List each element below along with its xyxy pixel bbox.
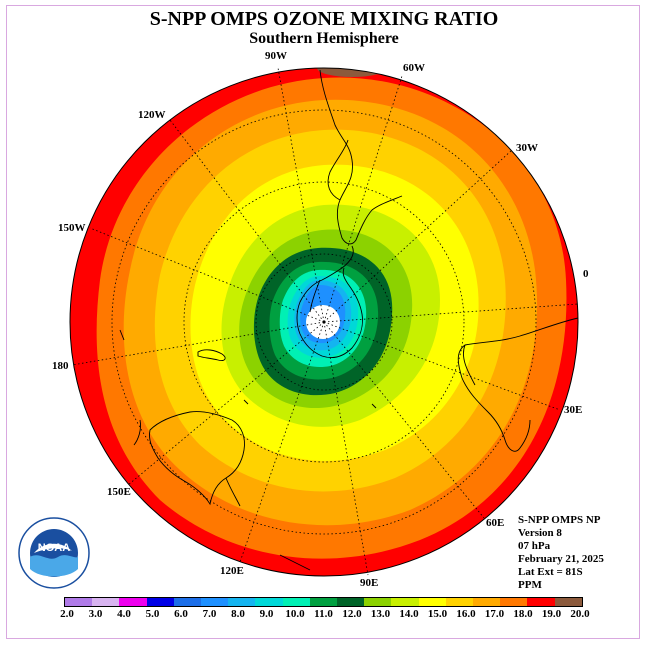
info-lat-ext: Lat Ext = 81S: [518, 566, 583, 578]
lon-label-180: 180: [52, 360, 69, 372]
info-date: February 21, 2025: [518, 553, 604, 565]
noaa-logo-text: NOAA: [38, 542, 70, 554]
info-product: S-NPP OMPS NP: [518, 514, 601, 526]
south-pole-dot: [322, 320, 326, 324]
info-panel: S-NPP OMPS NP Version 8 07 hPa February …: [518, 514, 604, 592]
colorbar-segment: [92, 598, 120, 606]
colorbar-tick-label: 14.0: [399, 608, 419, 620]
colorbar-tick-label: 18.0: [513, 608, 533, 620]
colorbar-tick-label: 12.0: [342, 608, 362, 620]
lon-label-120w: 120W: [138, 109, 166, 121]
lon-label-0: 0: [583, 268, 589, 280]
colorbar-tick-label: 13.0: [370, 608, 391, 620]
colorbar-tick-label: 9.0: [259, 608, 274, 620]
colorbar-segment: [364, 598, 392, 606]
colorbar-tick-label: 6.0: [174, 608, 188, 620]
colorbar-segment: [146, 598, 174, 606]
lon-label-60w: 60W: [403, 62, 425, 74]
colorbar-tick-label: 19.0: [541, 608, 562, 620]
colorbar-tick-label: 4.0: [117, 608, 131, 620]
colorbar-tick-label: 3.0: [88, 608, 103, 620]
map-boundary: [69, 67, 579, 577]
colorbar-segment: [337, 598, 365, 606]
map-subtitle: Southern Hemisphere: [249, 30, 399, 47]
colorbar-tick-label: 17.0: [484, 608, 505, 620]
colorbar-tick-label: 15.0: [427, 608, 448, 620]
colorbar-segment: [282, 598, 310, 606]
lon-label-30w: 30W: [516, 142, 538, 154]
lon-label-90w: 90W: [265, 50, 287, 62]
info-units: PPM: [518, 579, 542, 591]
colorbar-tick-label: 16.0: [456, 608, 476, 620]
colorbar-tick-label: 10.0: [285, 608, 305, 620]
colorbar-tick-label: 2.0: [60, 608, 74, 620]
colorbar-segment: [173, 598, 202, 606]
colorbar-tick-label: 8.0: [231, 608, 245, 620]
map-title: S-NPP OMPS OZONE MIXING RATIO: [149, 8, 499, 30]
colorbar-segment: [228, 598, 256, 606]
colorbar-segment: [500, 598, 528, 606]
colorbar-segment: [473, 598, 501, 606]
graticule: [71, 67, 579, 576]
info-version: Version 8: [518, 527, 562, 539]
colorbar: [64, 597, 583, 607]
lon-label-30e: 30E: [564, 404, 583, 416]
colorbar-tick-label: 7.0: [202, 608, 217, 620]
colorbar-segment: [119, 598, 147, 606]
lon-label-60e: 60E: [486, 517, 505, 529]
colorbar-segment: [445, 598, 474, 606]
lon-label-120e: 120E: [220, 565, 244, 577]
colorbar-segment: [255, 598, 283, 606]
lon-label-150w: 150W: [58, 222, 86, 234]
colorbar-segment: [201, 598, 229, 606]
colorbar-tick-label: 20.0: [570, 608, 590, 620]
colorbar-segment: [391, 598, 419, 606]
colorbar-segment: [309, 598, 338, 606]
colorbar-segment: [554, 598, 582, 606]
lon-label-150e: 150E: [107, 486, 131, 498]
colorbar-tick-label: 11.0: [314, 608, 333, 620]
colorbar-segment: [527, 598, 555, 606]
coastlines: [119, 69, 579, 571]
info-level: 07 hPa: [518, 540, 551, 552]
colorbar-segment: [65, 598, 93, 606]
figure-frame: [6, 5, 640, 639]
noaa-logo-icon: NOAA: [18, 517, 90, 589]
colorbar-tick-label: 5.0: [145, 608, 160, 620]
lon-label-90e: 90E: [360, 577, 379, 589]
colorbar-segment: [418, 598, 446, 606]
